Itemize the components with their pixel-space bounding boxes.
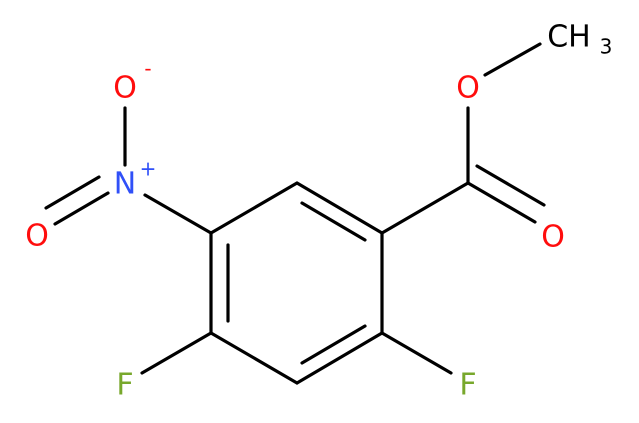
atom-label: O [113, 71, 137, 106]
bond [300, 324, 367, 365]
atom-label: O [541, 220, 565, 255]
atom-labels: O - N + O O O CH 3 F F [25, 20, 612, 403]
bond [140, 331, 213, 375]
charge: + [140, 157, 157, 181]
bond [209, 181, 299, 235]
bonds [44, 42, 546, 385]
atom-label: N [114, 167, 136, 202]
bond [295, 331, 384, 385]
bond [380, 181, 470, 235]
bond [466, 181, 537, 224]
subscript: 3 [600, 35, 613, 59]
atom-label: F [459, 368, 476, 403]
bond [143, 193, 213, 235]
bond [380, 331, 453, 375]
atom-label: F [116, 368, 133, 403]
bond [209, 331, 299, 385]
atom-label: CH [547, 20, 591, 55]
charge: - [144, 57, 151, 81]
bond [483, 42, 542, 77]
bond [44, 175, 101, 210]
bond [475, 164, 546, 207]
bond [295, 181, 384, 235]
atom-label: O [25, 219, 49, 254]
bond [300, 201, 367, 242]
bond [53, 191, 110, 226]
atom-label: O [456, 71, 480, 106]
